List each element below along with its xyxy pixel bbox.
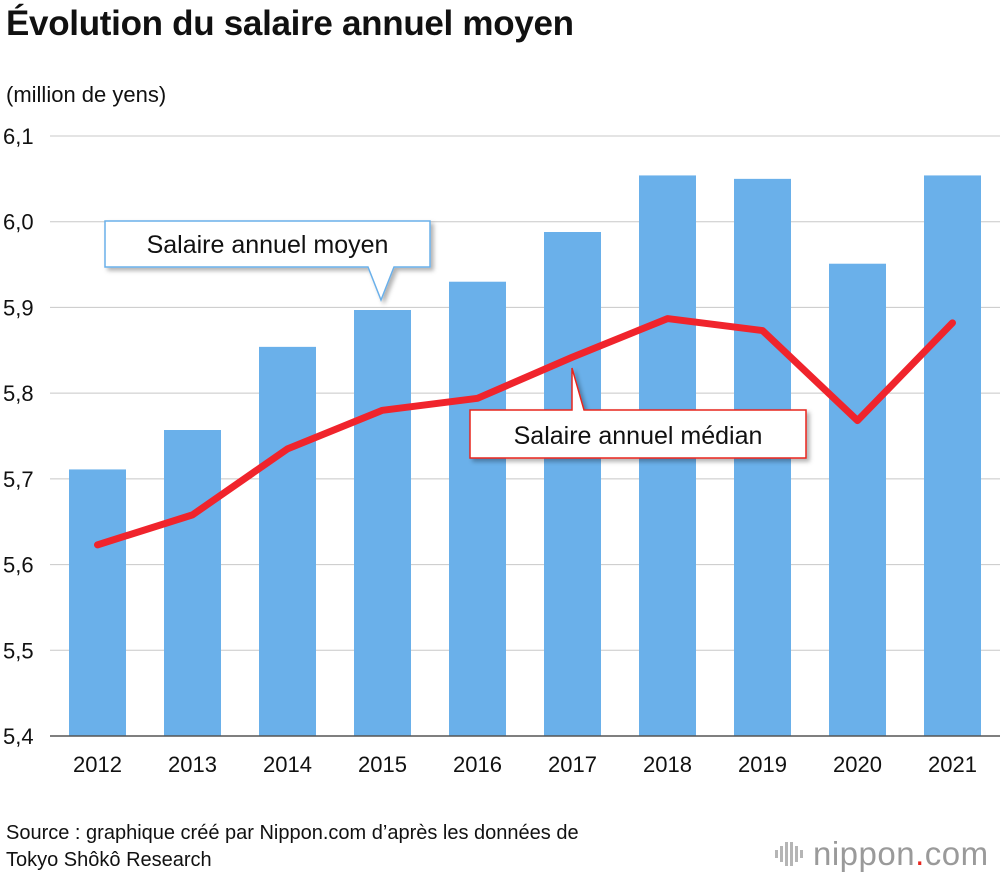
source-note: Source : graphique créé par Nippon.com d… — [6, 820, 746, 874]
source-line-2: Tokyo Shôkô Research — [6, 849, 212, 871]
callout-median: Salaire annuel médian — [469, 367, 807, 459]
y-tick-label: 5,7 — [3, 467, 34, 492]
bar-2021 — [924, 175, 981, 736]
y-tick-label: 5,5 — [3, 638, 34, 663]
median-line-path — [94, 315, 956, 549]
bar-2020 — [829, 263, 886, 736]
callout-moyen: Salaire annuel moyen — [104, 220, 431, 303]
bar-2012 — [69, 469, 126, 736]
brand-bars-icon — [775, 842, 803, 866]
y-tick-label: 5,9 — [3, 295, 34, 320]
callout-moyen-box — [104, 220, 431, 303]
callout-median-label: Salaire annuel médian — [514, 422, 763, 450]
callout-moyen-label: Salaire annuel moyen — [147, 231, 389, 259]
bars — [69, 175, 981, 736]
y-tick-label: 5,6 — [3, 553, 34, 578]
y-tick-label: 5,4 — [3, 724, 34, 749]
bar-2017 — [544, 232, 601, 736]
y-tick-label: 6,0 — [3, 210, 34, 235]
brand-dot: . — [915, 835, 925, 872]
bar-2013 — [164, 430, 221, 736]
axes: 5,4 5,5 5,6 5,7 5,8 5,9 6,0 6,1 2012 2013 2014 2015… — [3, 124, 1000, 777]
source-line-1: Source : graphique créé par Nippon.com d… — [6, 822, 579, 844]
callouts: Salaire annuel moyen Salaire annuel média… — [104, 220, 807, 459]
x-tick-label: 2016 — [453, 752, 502, 777]
bar-2016 — [449, 281, 506, 736]
callout-median-box — [469, 367, 807, 459]
x-tick-label: 2021 — [928, 752, 977, 777]
x-tick-label: 2020 — [833, 752, 882, 777]
bar-2014 — [259, 346, 316, 736]
x-tick-label: 2019 — [738, 752, 787, 777]
chart: 5,4 5,5 5,6 5,7 5,8 5,9 6,0 6,1 2012 2013 2014 2015… — [3, 124, 1000, 777]
x-tick-label: 2018 — [643, 752, 692, 777]
y-tick-label: 5,8 — [3, 381, 34, 406]
brand-logo: nippon.com — [775, 834, 989, 874]
x-tick-label: 2015 — [358, 752, 407, 777]
x-tick-label: 2017 — [548, 752, 597, 777]
median-line — [94, 315, 956, 549]
chart-title: Évolution du salaire annuel moyen — [6, 4, 574, 43]
x-tick-label: 2012 — [73, 752, 122, 777]
y-tick-label: 6,1 — [3, 124, 34, 149]
x-tick-label: 2014 — [263, 752, 312, 777]
y-axis-unit-label: (million de yens) — [6, 82, 167, 107]
brand-name: nippon — [813, 835, 916, 872]
brand-tld: com — [924, 835, 989, 872]
x-tick-label: 2013 — [168, 752, 217, 777]
bar-2015 — [354, 310, 411, 736]
brand-wordmark: nippon.com — [813, 835, 989, 873]
